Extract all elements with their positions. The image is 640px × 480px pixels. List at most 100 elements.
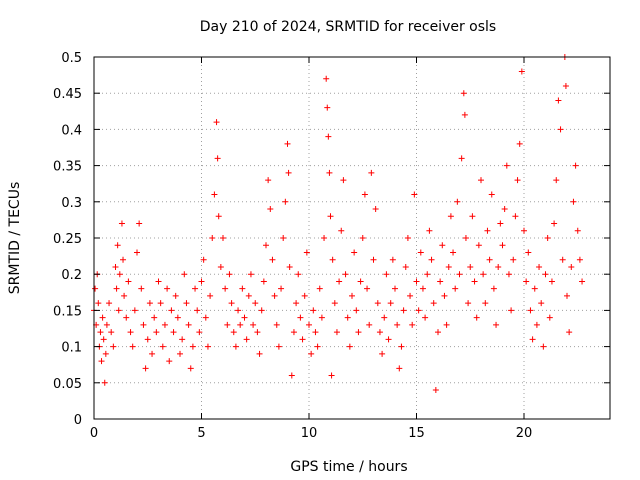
data-point bbox=[527, 307, 534, 314]
x-tick-label: 0 bbox=[90, 426, 98, 441]
data-point bbox=[452, 285, 459, 292]
y-tick-label: 0.2 bbox=[61, 268, 82, 283]
data-point bbox=[366, 321, 373, 328]
data-point bbox=[189, 343, 196, 350]
data-point bbox=[181, 271, 188, 278]
data-point bbox=[329, 256, 336, 263]
data-point bbox=[574, 227, 581, 234]
data-point bbox=[312, 329, 319, 336]
data-point bbox=[557, 126, 564, 133]
data-point bbox=[166, 358, 173, 365]
data-point bbox=[295, 271, 302, 278]
data-point bbox=[415, 307, 422, 314]
data-point bbox=[445, 263, 452, 270]
y-tick-label: 0.1 bbox=[61, 341, 82, 356]
data-point bbox=[108, 329, 115, 336]
data-point bbox=[404, 235, 411, 241]
chart-title: Day 210 of 2024, SRMTID for receiver osl… bbox=[200, 19, 496, 35]
data-point bbox=[336, 278, 343, 285]
data-point bbox=[525, 249, 532, 256]
data-point bbox=[435, 329, 441, 336]
y-tick-label: 0.45 bbox=[53, 87, 82, 102]
data-point bbox=[299, 336, 306, 343]
axis-ticks bbox=[93, 56, 610, 420]
data-point bbox=[239, 285, 246, 292]
data-point bbox=[127, 329, 134, 336]
data-point bbox=[306, 321, 312, 328]
data-point bbox=[136, 220, 143, 227]
data-point bbox=[214, 155, 221, 162]
data-point bbox=[170, 329, 177, 336]
data-point bbox=[125, 278, 132, 285]
data-point bbox=[422, 314, 429, 321]
data-point bbox=[97, 329, 104, 336]
data-point bbox=[92, 285, 99, 292]
data-point bbox=[538, 300, 545, 307]
data-point bbox=[338, 227, 345, 234]
data-point bbox=[106, 300, 113, 307]
data-point bbox=[359, 235, 366, 241]
data-point bbox=[247, 271, 254, 278]
data-point bbox=[426, 227, 433, 234]
data-point bbox=[344, 314, 351, 321]
data-point bbox=[432, 387, 439, 394]
data-point bbox=[121, 292, 128, 299]
data-point bbox=[325, 133, 332, 140]
data-point bbox=[456, 271, 463, 278]
data-point bbox=[159, 343, 166, 350]
y-tick-label: 0.35 bbox=[53, 160, 82, 175]
data-point bbox=[95, 300, 102, 307]
data-point bbox=[101, 379, 108, 386]
data-point bbox=[400, 307, 407, 314]
data-point bbox=[213, 119, 220, 126]
data-point bbox=[99, 314, 106, 321]
data-point bbox=[460, 90, 467, 97]
data-point bbox=[103, 321, 110, 328]
data-point bbox=[220, 235, 226, 241]
data-point bbox=[409, 321, 416, 328]
data-point bbox=[441, 292, 448, 299]
y-tick-label: 0.4 bbox=[61, 123, 82, 138]
data-point bbox=[164, 285, 171, 292]
data-point bbox=[207, 292, 214, 299]
data-point bbox=[146, 300, 153, 307]
data-point bbox=[417, 249, 424, 256]
data-point bbox=[263, 242, 269, 249]
data-point bbox=[368, 169, 375, 176]
data-point bbox=[559, 256, 566, 263]
data-point bbox=[202, 314, 209, 321]
data-point bbox=[297, 314, 304, 321]
data-point bbox=[286, 263, 293, 270]
data-point bbox=[265, 177, 272, 184]
data-point bbox=[226, 271, 233, 278]
data-point bbox=[273, 321, 280, 328]
data-point bbox=[140, 321, 147, 328]
data-point bbox=[465, 300, 472, 307]
data-point bbox=[555, 97, 562, 104]
data-point bbox=[228, 300, 235, 307]
x-axis-title: GPS time / hours bbox=[290, 459, 407, 475]
data-point bbox=[254, 329, 261, 336]
data-point bbox=[514, 177, 521, 184]
y-tick-label: 0.5 bbox=[61, 51, 82, 66]
data-point bbox=[428, 256, 435, 263]
data-point bbox=[529, 336, 536, 343]
data-point bbox=[243, 336, 250, 343]
data-point bbox=[357, 278, 364, 285]
data-point bbox=[327, 213, 334, 220]
data-point bbox=[235, 307, 242, 314]
x-tick-labels: 0 5 10 15 20 bbox=[90, 426, 532, 441]
data-point bbox=[340, 177, 347, 184]
data-point bbox=[131, 307, 138, 314]
data-point bbox=[258, 307, 265, 314]
data-point bbox=[194, 307, 201, 314]
data-point bbox=[183, 300, 190, 307]
data-point bbox=[379, 350, 386, 357]
data-point bbox=[546, 314, 553, 321]
data-point bbox=[293, 300, 300, 307]
data-point bbox=[402, 263, 409, 270]
data-point bbox=[544, 235, 551, 241]
data-point bbox=[376, 329, 383, 336]
y-tick-label: 0.15 bbox=[53, 304, 82, 319]
